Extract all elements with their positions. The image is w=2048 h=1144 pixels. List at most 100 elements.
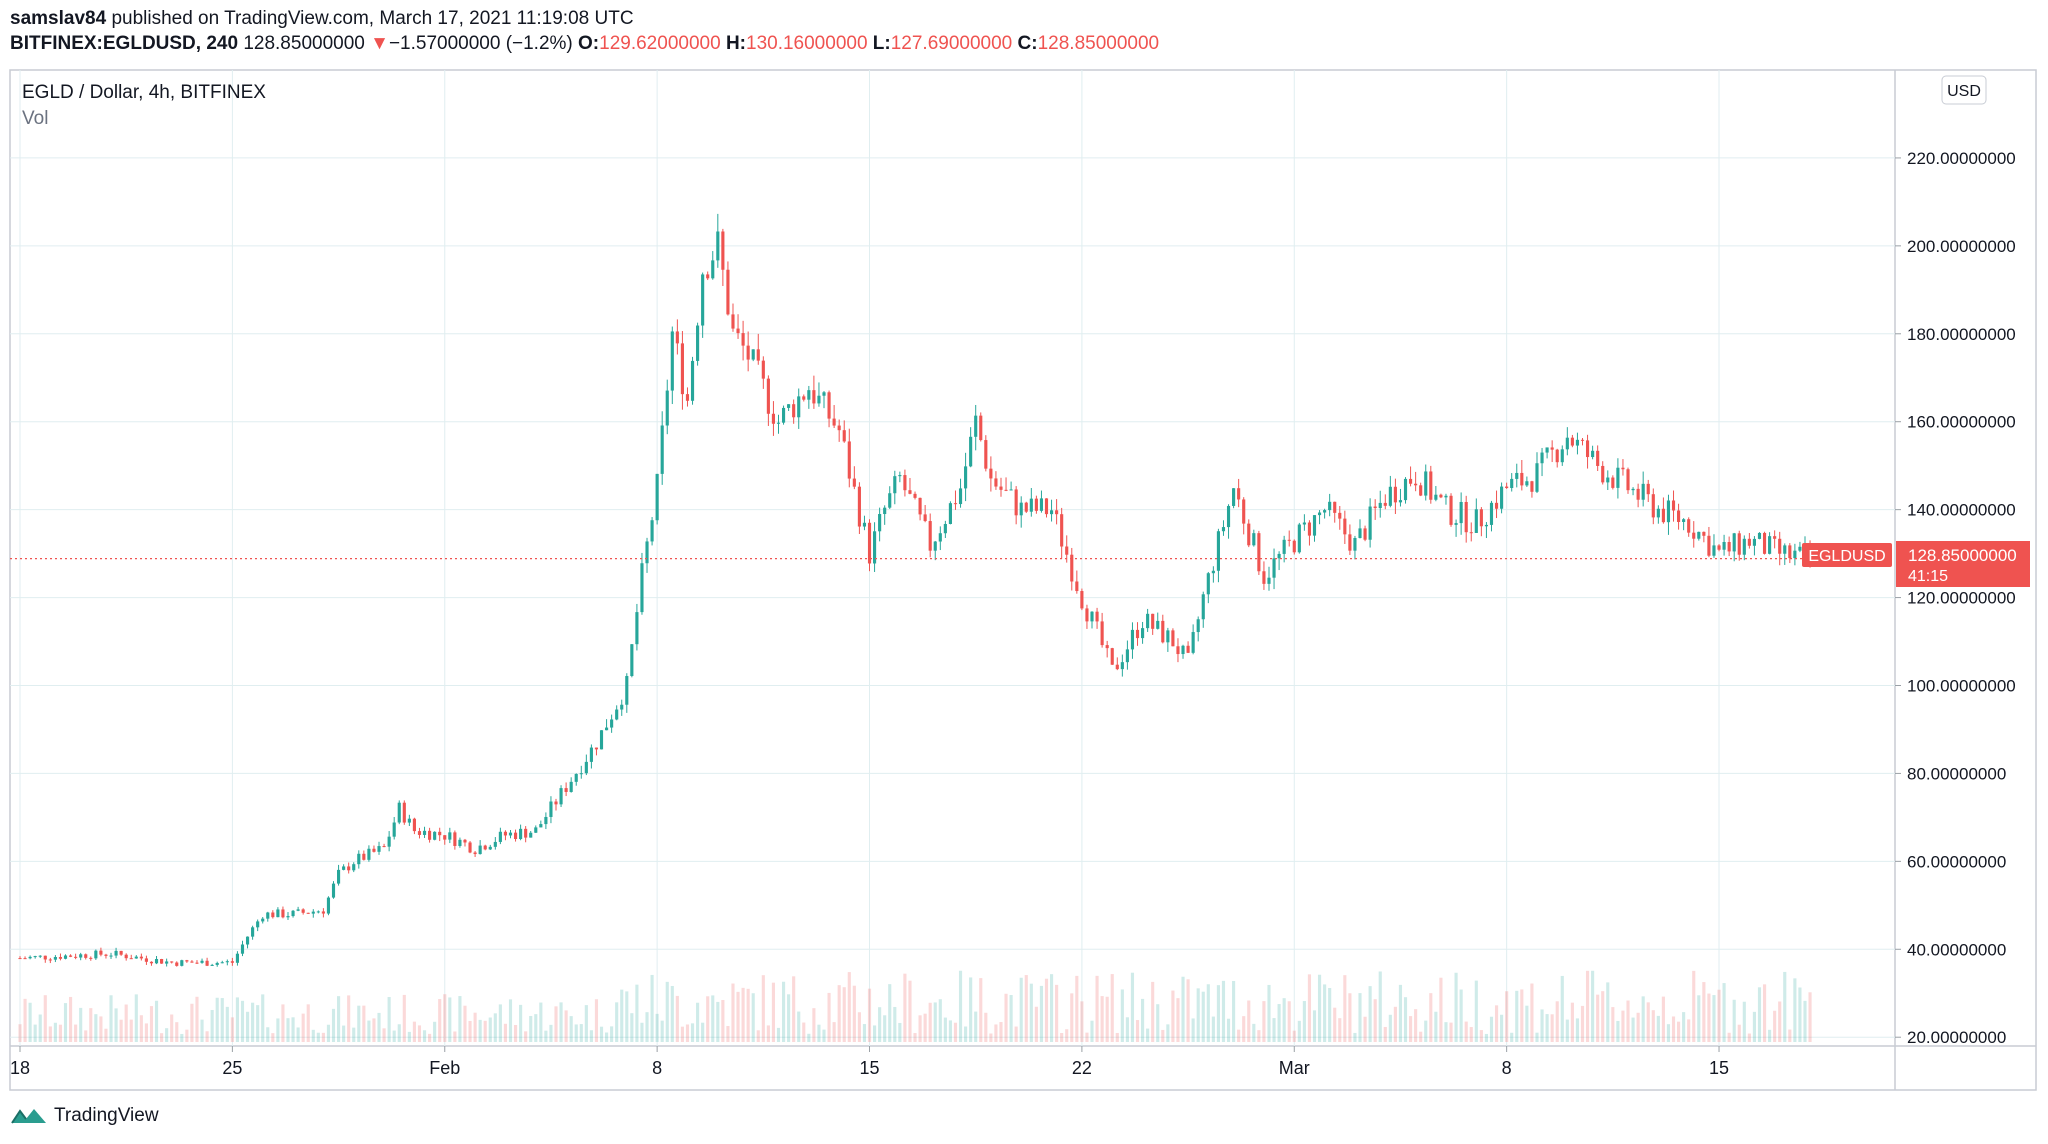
candle-body[interactable]	[620, 704, 624, 710]
candle-body[interactable]	[33, 956, 37, 958]
candle-body[interactable]	[134, 956, 138, 959]
candle-body[interactable]	[1636, 488, 1640, 500]
candle-body[interactable]	[948, 503, 952, 524]
candle-body[interactable]	[1019, 502, 1023, 516]
candle-body[interactable]	[1373, 506, 1377, 509]
candle-body[interactable]	[635, 612, 639, 645]
candle-body[interactable]	[1742, 538, 1746, 555]
candle-body[interactable]	[1085, 608, 1089, 622]
candle-body[interactable]	[1323, 510, 1327, 513]
candle-body[interactable]	[1616, 467, 1620, 488]
candle-body[interactable]	[1449, 495, 1453, 525]
candle-body[interactable]	[94, 950, 98, 959]
candle-body[interactable]	[1186, 645, 1190, 653]
candle-body[interactable]	[1110, 648, 1114, 665]
candle-body[interactable]	[165, 961, 169, 964]
candle-body[interactable]	[827, 392, 831, 419]
candle-body[interactable]	[1687, 519, 1691, 533]
candle-body[interactable]	[286, 916, 290, 918]
candle-body[interactable]	[1009, 489, 1013, 491]
candle-body[interactable]	[1702, 531, 1706, 536]
candle-body[interactable]	[266, 912, 270, 919]
candle-body[interactable]	[473, 852, 477, 855]
candle-body[interactable]	[84, 954, 88, 958]
candle-body[interactable]	[969, 436, 973, 467]
candle-body[interactable]	[953, 503, 958, 505]
candle-body[interactable]	[1358, 528, 1362, 539]
candle-body[interactable]	[1585, 440, 1590, 458]
candle-body[interactable]	[316, 911, 320, 913]
candle-body[interactable]	[1500, 486, 1504, 509]
candle-body[interactable]	[1024, 502, 1028, 512]
candle-body[interactable]	[1378, 502, 1382, 509]
candle-body[interactable]	[1242, 499, 1246, 524]
candle-body[interactable]	[913, 493, 917, 498]
candle-body[interactable]	[1282, 539, 1286, 554]
candle-body[interactable]	[1034, 498, 1038, 511]
candle-body[interactable]	[645, 541, 649, 564]
author-name[interactable]: samslav84	[10, 8, 107, 29]
candle-body[interactable]	[1414, 483, 1418, 486]
candle-body[interactable]	[175, 962, 179, 966]
candle-body[interactable]	[1191, 632, 1195, 653]
candle-body[interactable]	[1216, 531, 1220, 571]
candle-body[interactable]	[1646, 483, 1650, 495]
candle-body[interactable]	[1247, 523, 1251, 546]
candle-body[interactable]	[958, 488, 963, 505]
candle-body[interactable]	[655, 473, 659, 521]
candle-body[interactable]	[119, 950, 123, 955]
candle-body[interactable]	[372, 848, 376, 852]
candle-body[interactable]	[1146, 613, 1150, 629]
candle-body[interactable]	[741, 333, 745, 346]
candle-body[interactable]	[1479, 509, 1483, 527]
candle-body[interactable]	[1232, 488, 1236, 506]
candle-body[interactable]	[1368, 506, 1372, 540]
candle-body[interactable]	[342, 866, 346, 870]
candle-body[interactable]	[918, 497, 922, 515]
candle-body[interactable]	[599, 730, 604, 750]
candle-body[interactable]	[463, 839, 467, 843]
candle-body[interactable]	[1171, 630, 1175, 647]
candle-body[interactable]	[746, 345, 750, 360]
candle-body[interactable]	[736, 328, 740, 334]
candle-body[interactable]	[1317, 512, 1322, 516]
candle-body[interactable]	[205, 960, 209, 966]
candle-body[interactable]	[256, 921, 260, 928]
candle-body[interactable]	[1737, 533, 1741, 555]
candle-body[interactable]	[1004, 489, 1008, 491]
candle-body[interactable]	[144, 958, 148, 962]
candle-body[interactable]	[1768, 536, 1772, 554]
candle-body[interactable]	[1474, 509, 1478, 533]
candle-body[interactable]	[230, 961, 234, 963]
candle-body[interactable]	[766, 378, 770, 414]
candle-body[interactable]	[792, 404, 796, 418]
candle-body[interactable]	[1570, 437, 1574, 446]
candle-body[interactable]	[771, 413, 776, 424]
candle-body[interactable]	[539, 824, 543, 828]
candle-body[interactable]	[129, 958, 133, 960]
candle-body[interactable]	[261, 918, 265, 922]
candle-body[interactable]	[1596, 450, 1600, 466]
candle-body[interactable]	[873, 531, 877, 564]
candle-body[interactable]	[392, 822, 396, 837]
candle-body[interactable]	[888, 493, 892, 508]
candle-body[interactable]	[1151, 613, 1155, 629]
candle-body[interactable]	[812, 390, 816, 404]
candle-body[interactable]	[89, 957, 93, 959]
candle-body[interactable]	[443, 835, 447, 840]
candle-body[interactable]	[1125, 649, 1129, 663]
candle-body[interactable]	[311, 911, 315, 914]
candle-body[interactable]	[1226, 505, 1231, 528]
candle-body[interactable]	[1161, 620, 1165, 643]
candle-body[interactable]	[28, 956, 32, 959]
candle-body[interactable]	[1353, 538, 1357, 551]
candle-body[interactable]	[397, 802, 401, 823]
candle-body[interactable]	[362, 853, 366, 860]
candle-body[interactable]	[1661, 508, 1665, 523]
candle-body[interactable]	[1606, 477, 1610, 483]
candle-body[interactable]	[1348, 534, 1352, 551]
candle-body[interactable]	[1100, 621, 1104, 646]
candle-body[interactable]	[594, 747, 599, 750]
candle-body[interactable]	[1060, 514, 1064, 547]
candle-body[interactable]	[787, 404, 791, 408]
